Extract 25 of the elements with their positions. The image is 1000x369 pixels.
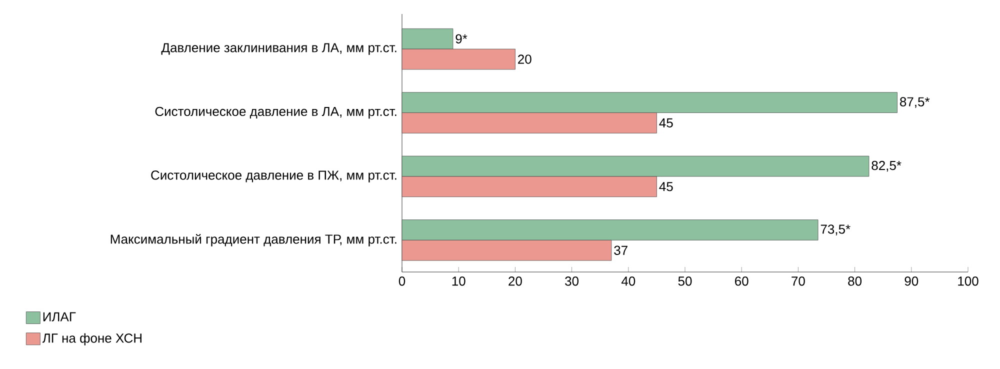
y-tick-label: Систолическое давление в ПЖ, мм рт.ст. <box>151 170 396 182</box>
x-tick-label: 40 <box>621 276 636 286</box>
x-tick-label: 30 <box>565 276 579 286</box>
x-tick-label: 90 <box>904 276 918 286</box>
data-label: 82,5* <box>872 160 902 172</box>
data-label: 73,5* <box>820 224 850 236</box>
x-tick-label: 50 <box>678 276 692 286</box>
data-label: 37 <box>614 246 628 255</box>
y-tick-label: Систолическое давление в ЛА, мм рт.ст. <box>155 106 396 119</box>
data-label: 45 <box>659 118 673 128</box>
x-tick-label: 80 <box>848 276 862 286</box>
x-tick-label: 20 <box>508 276 522 286</box>
x-tick-label: 100 <box>958 276 978 286</box>
data-label: 45 <box>659 182 673 192</box>
x-tick-label: 60 <box>735 276 748 286</box>
x-tick-label: 70 <box>792 276 805 286</box>
x-tick-label: 10 <box>452 276 466 286</box>
data-label: 9* <box>456 34 468 44</box>
data-label: 20 <box>518 54 532 64</box>
legend-label: ИЛАГ <box>43 312 76 322</box>
x-tick-label: 0 <box>398 276 406 286</box>
data-label: 87,5* <box>900 97 930 108</box>
y-tick-label: Давление заклинивания в ЛА, мм рт.ст. <box>161 43 396 55</box>
y-tick-label: Максимальный градиент давления ТР, мм рт.ст. <box>110 234 396 246</box>
legend-label: ЛГ на фоне ХСН <box>42 333 142 346</box>
